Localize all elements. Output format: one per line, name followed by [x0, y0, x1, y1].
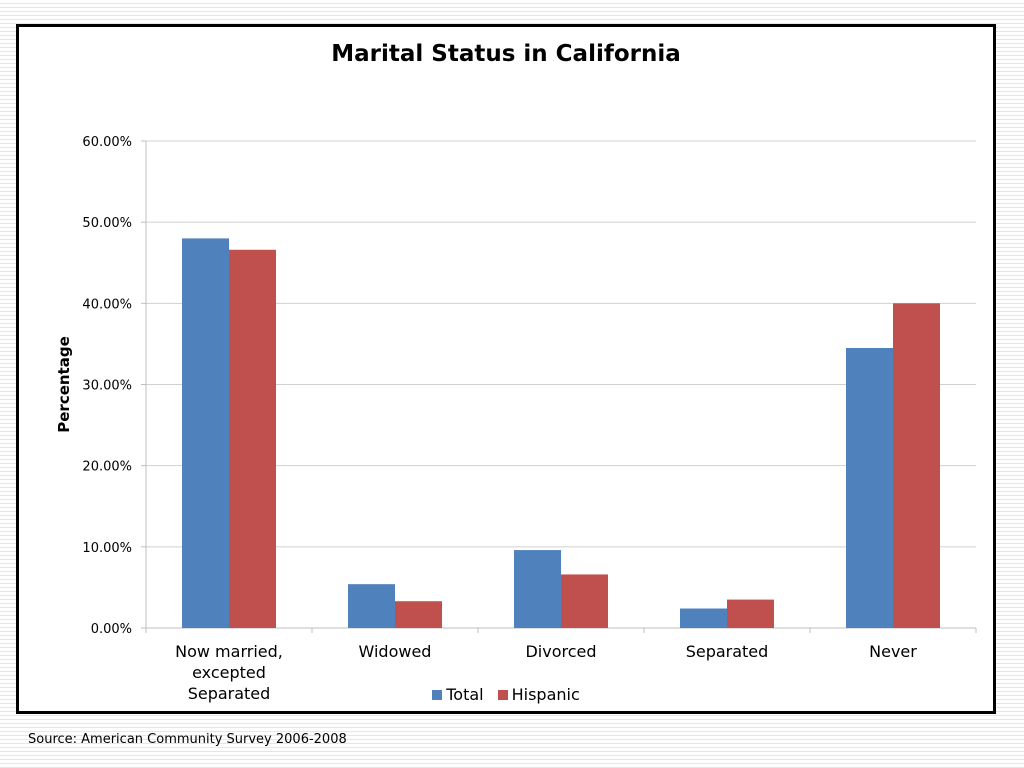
- legend-swatch: [432, 689, 443, 700]
- source-note: Source: American Community Survey 2006-2…: [28, 732, 347, 747]
- chart-title: Marital Status in California: [331, 41, 681, 67]
- bar-hispanic-4: [893, 303, 940, 628]
- legend-item-total: Total: [432, 685, 484, 704]
- bar-chart: 0.00% 10.00% 20.00% 30.00% 40.00% 50.00% 60.00…: [55, 135, 977, 703]
- y-tick-label: 30.00%: [82, 379, 132, 394]
- y-tick-label: 60.00%: [82, 135, 132, 150]
- y-tick-label: 0.00%: [91, 622, 132, 637]
- chart-frame: Marital Status in California 0.00% 10.00%…: [16, 24, 996, 714]
- chart-legend: Total Hispanic: [19, 685, 993, 704]
- x-tick-label: Separated: [188, 684, 271, 703]
- y-tick-label: 50.00%: [82, 216, 132, 231]
- bar-hispanic-3: [727, 599, 774, 628]
- bar-hispanic-0: [229, 249, 276, 628]
- legend-item-hispanic: Hispanic: [497, 685, 580, 704]
- x-tick-label: Widowed: [359, 642, 432, 661]
- bar-hispanic-1: [395, 601, 442, 628]
- x-tick-label: excepted: [192, 663, 266, 682]
- x-tick-label: Divorced: [525, 642, 596, 661]
- x-tick-label: Now married,: [175, 642, 283, 661]
- legend-swatch: [497, 689, 508, 700]
- bar-hispanic-2: [561, 574, 608, 628]
- legend-label: Hispanic: [511, 685, 580, 704]
- bar-total-1: [348, 584, 395, 628]
- bar-total-2: [514, 550, 561, 628]
- y-axis-label: Percentage: [55, 336, 73, 433]
- legend-label: Total: [446, 685, 484, 704]
- bar-total-4: [846, 347, 893, 628]
- y-tick-label: 40.00%: [82, 297, 132, 312]
- x-tick-label: Never: [869, 642, 917, 661]
- bar-total-3: [680, 608, 727, 628]
- x-tick-label: Separated: [686, 642, 769, 661]
- y-tick-label: 20.00%: [82, 460, 132, 475]
- y-tick-label: 10.00%: [82, 541, 132, 556]
- bar-total-0: [182, 238, 229, 628]
